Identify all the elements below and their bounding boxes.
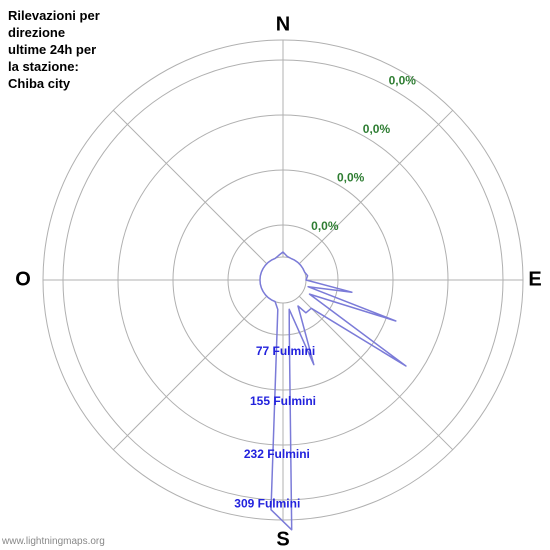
- grid-spoke: [113, 296, 266, 449]
- fulmini-label: 155 Fulmini: [250, 394, 316, 408]
- pct-label: 0,0%: [389, 74, 417, 88]
- grid-spoke: [113, 110, 266, 263]
- cardinal-label: N: [276, 13, 290, 35]
- fulmini-label: 232 Fulmini: [244, 447, 310, 461]
- cardinal-label: S: [276, 528, 289, 550]
- cardinal-label: O: [15, 268, 31, 290]
- pct-label: 0,0%: [311, 219, 339, 233]
- cardinal-label: E: [528, 268, 541, 290]
- pct-label: 0,0%: [363, 122, 391, 136]
- data-series: [260, 252, 406, 530]
- grid-spoke: [299, 296, 452, 449]
- polar-chart: N E S O 0,0% 0,0% 0,0% 0,0% 77 Fulmini 155 Fulmin…: [0, 0, 550, 550]
- fulmini-label: 309 Fulmini: [234, 497, 300, 511]
- fulmini-label: 77 Fulmini: [256, 344, 315, 358]
- pct-label: 0,0%: [337, 171, 365, 185]
